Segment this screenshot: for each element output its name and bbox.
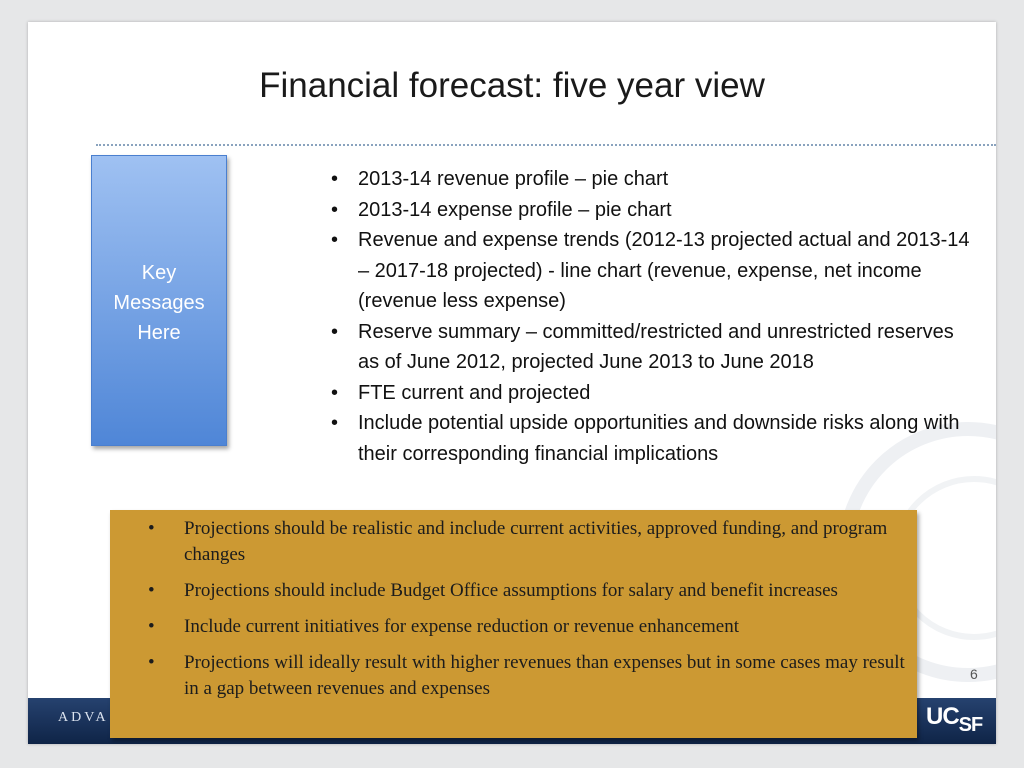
list-item-text: 2013-14 expense profile – pie chart <box>358 198 672 221</box>
key-messages-box: Key Messages Here <box>91 155 227 446</box>
footer-text: ADVA <box>58 710 109 725</box>
list-item: • Include potential upside opportunities … <box>331 408 971 469</box>
bullet-icon: • <box>331 381 339 404</box>
list-item-text: Include potential upside opportunities a… <box>358 412 960 465</box>
ucsf-logo: UCSF <box>926 703 983 736</box>
bullet-icon: • <box>148 652 155 673</box>
logo-sub-text: SF <box>958 714 984 736</box>
key-messages-line: Messages <box>113 292 205 314</box>
list-item: • Projections should be realistic and inc… <box>148 516 908 568</box>
page-number: 6 <box>970 666 978 682</box>
forecast-contents-list: • 2013-14 revenue profile – pie chart • 20… <box>331 164 971 469</box>
bullet-icon: • <box>331 320 339 343</box>
guidelines-list: • Projections should be realistic and inc… <box>148 516 908 712</box>
slide: Financial forecast: five year view Key M… <box>28 22 996 744</box>
key-messages-line: Key <box>141 262 177 284</box>
bullet-icon: • <box>331 412 339 434</box>
list-item-text: Projections will ideally result with hig… <box>184 652 905 699</box>
list-item: • Projections will ideally result with hi… <box>148 650 908 702</box>
projection-guidelines-box: • Projections should be realistic and inc… <box>110 510 917 738</box>
list-item: • Revenue and expense trends (2012-13 pro… <box>331 225 971 317</box>
list-item: • 2013-14 expense profile – pie chart <box>331 195 971 226</box>
list-item-text: Revenue and expense trends (2012-13 proj… <box>358 229 970 312</box>
key-messages-line: Here <box>137 322 181 344</box>
bullet-icon: • <box>331 168 339 190</box>
list-item-text: Projections should be realistic and incl… <box>184 518 888 565</box>
list-item: • Reserve summary – committed/restricted … <box>331 317 971 378</box>
list-item: • Projections should include Budget Offic… <box>148 578 908 604</box>
list-item: • 2013-14 revenue profile – pie chart <box>331 164 971 195</box>
slide-title: Financial forecast: five year view <box>259 66 765 105</box>
bullet-icon: • <box>331 229 339 251</box>
bullet-icon: • <box>148 518 155 539</box>
list-item-text: Reserve summary – committed/restricted a… <box>358 320 954 374</box>
logo-main-text: UC <box>926 703 960 730</box>
list-item: • FTE current and projected <box>331 378 971 409</box>
title-divider <box>96 144 996 146</box>
bullet-icon: • <box>331 198 339 221</box>
list-item-text: FTE current and projected <box>358 381 591 404</box>
list-item: • Include current initiatives for expense… <box>148 614 908 640</box>
list-item-text: Include current initiatives for expense … <box>184 616 739 637</box>
list-item-text: Projections should include Budget Office… <box>184 580 838 601</box>
list-item-text: 2013-14 revenue profile – pie chart <box>358 168 669 190</box>
bullet-icon: • <box>148 616 155 637</box>
bullet-icon: • <box>148 580 155 601</box>
